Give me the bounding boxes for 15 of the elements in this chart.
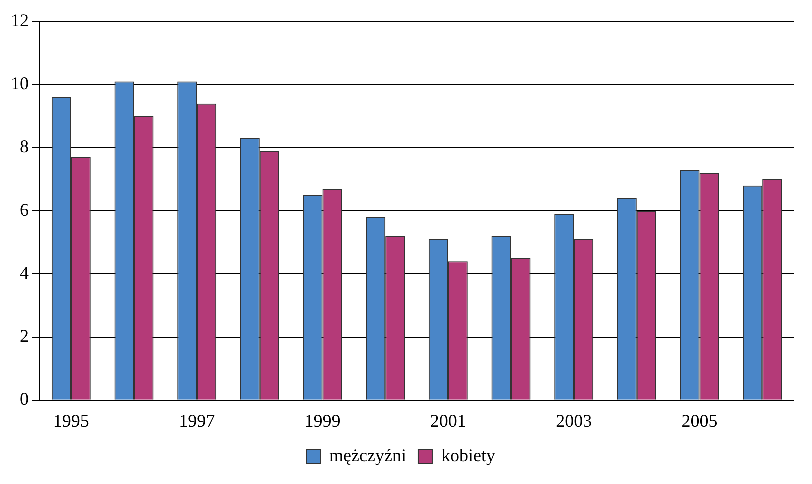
y-tick-label: 4 <box>20 262 29 283</box>
y-tick-label: 8 <box>20 136 29 157</box>
legend-label: mężczyźni <box>330 446 406 466</box>
x-tick-label: 1999 <box>304 410 341 431</box>
x-tick-label: 1997 <box>179 410 216 431</box>
y-tick-label: 12 <box>11 10 29 31</box>
x-tick-label: 2001 <box>430 410 466 431</box>
y-tick-label: 6 <box>20 200 29 220</box>
y-tick-label: 2 <box>20 326 29 346</box>
legend-label: kobiety <box>441 446 496 466</box>
x-tick-label: 2005 <box>682 410 718 431</box>
y-tick-label: 0 <box>20 389 29 410</box>
y-tick-label: 10 <box>11 74 29 94</box>
x-tick-label: 1995 <box>53 410 90 431</box>
x-tick-label: 2003 <box>556 410 592 431</box>
